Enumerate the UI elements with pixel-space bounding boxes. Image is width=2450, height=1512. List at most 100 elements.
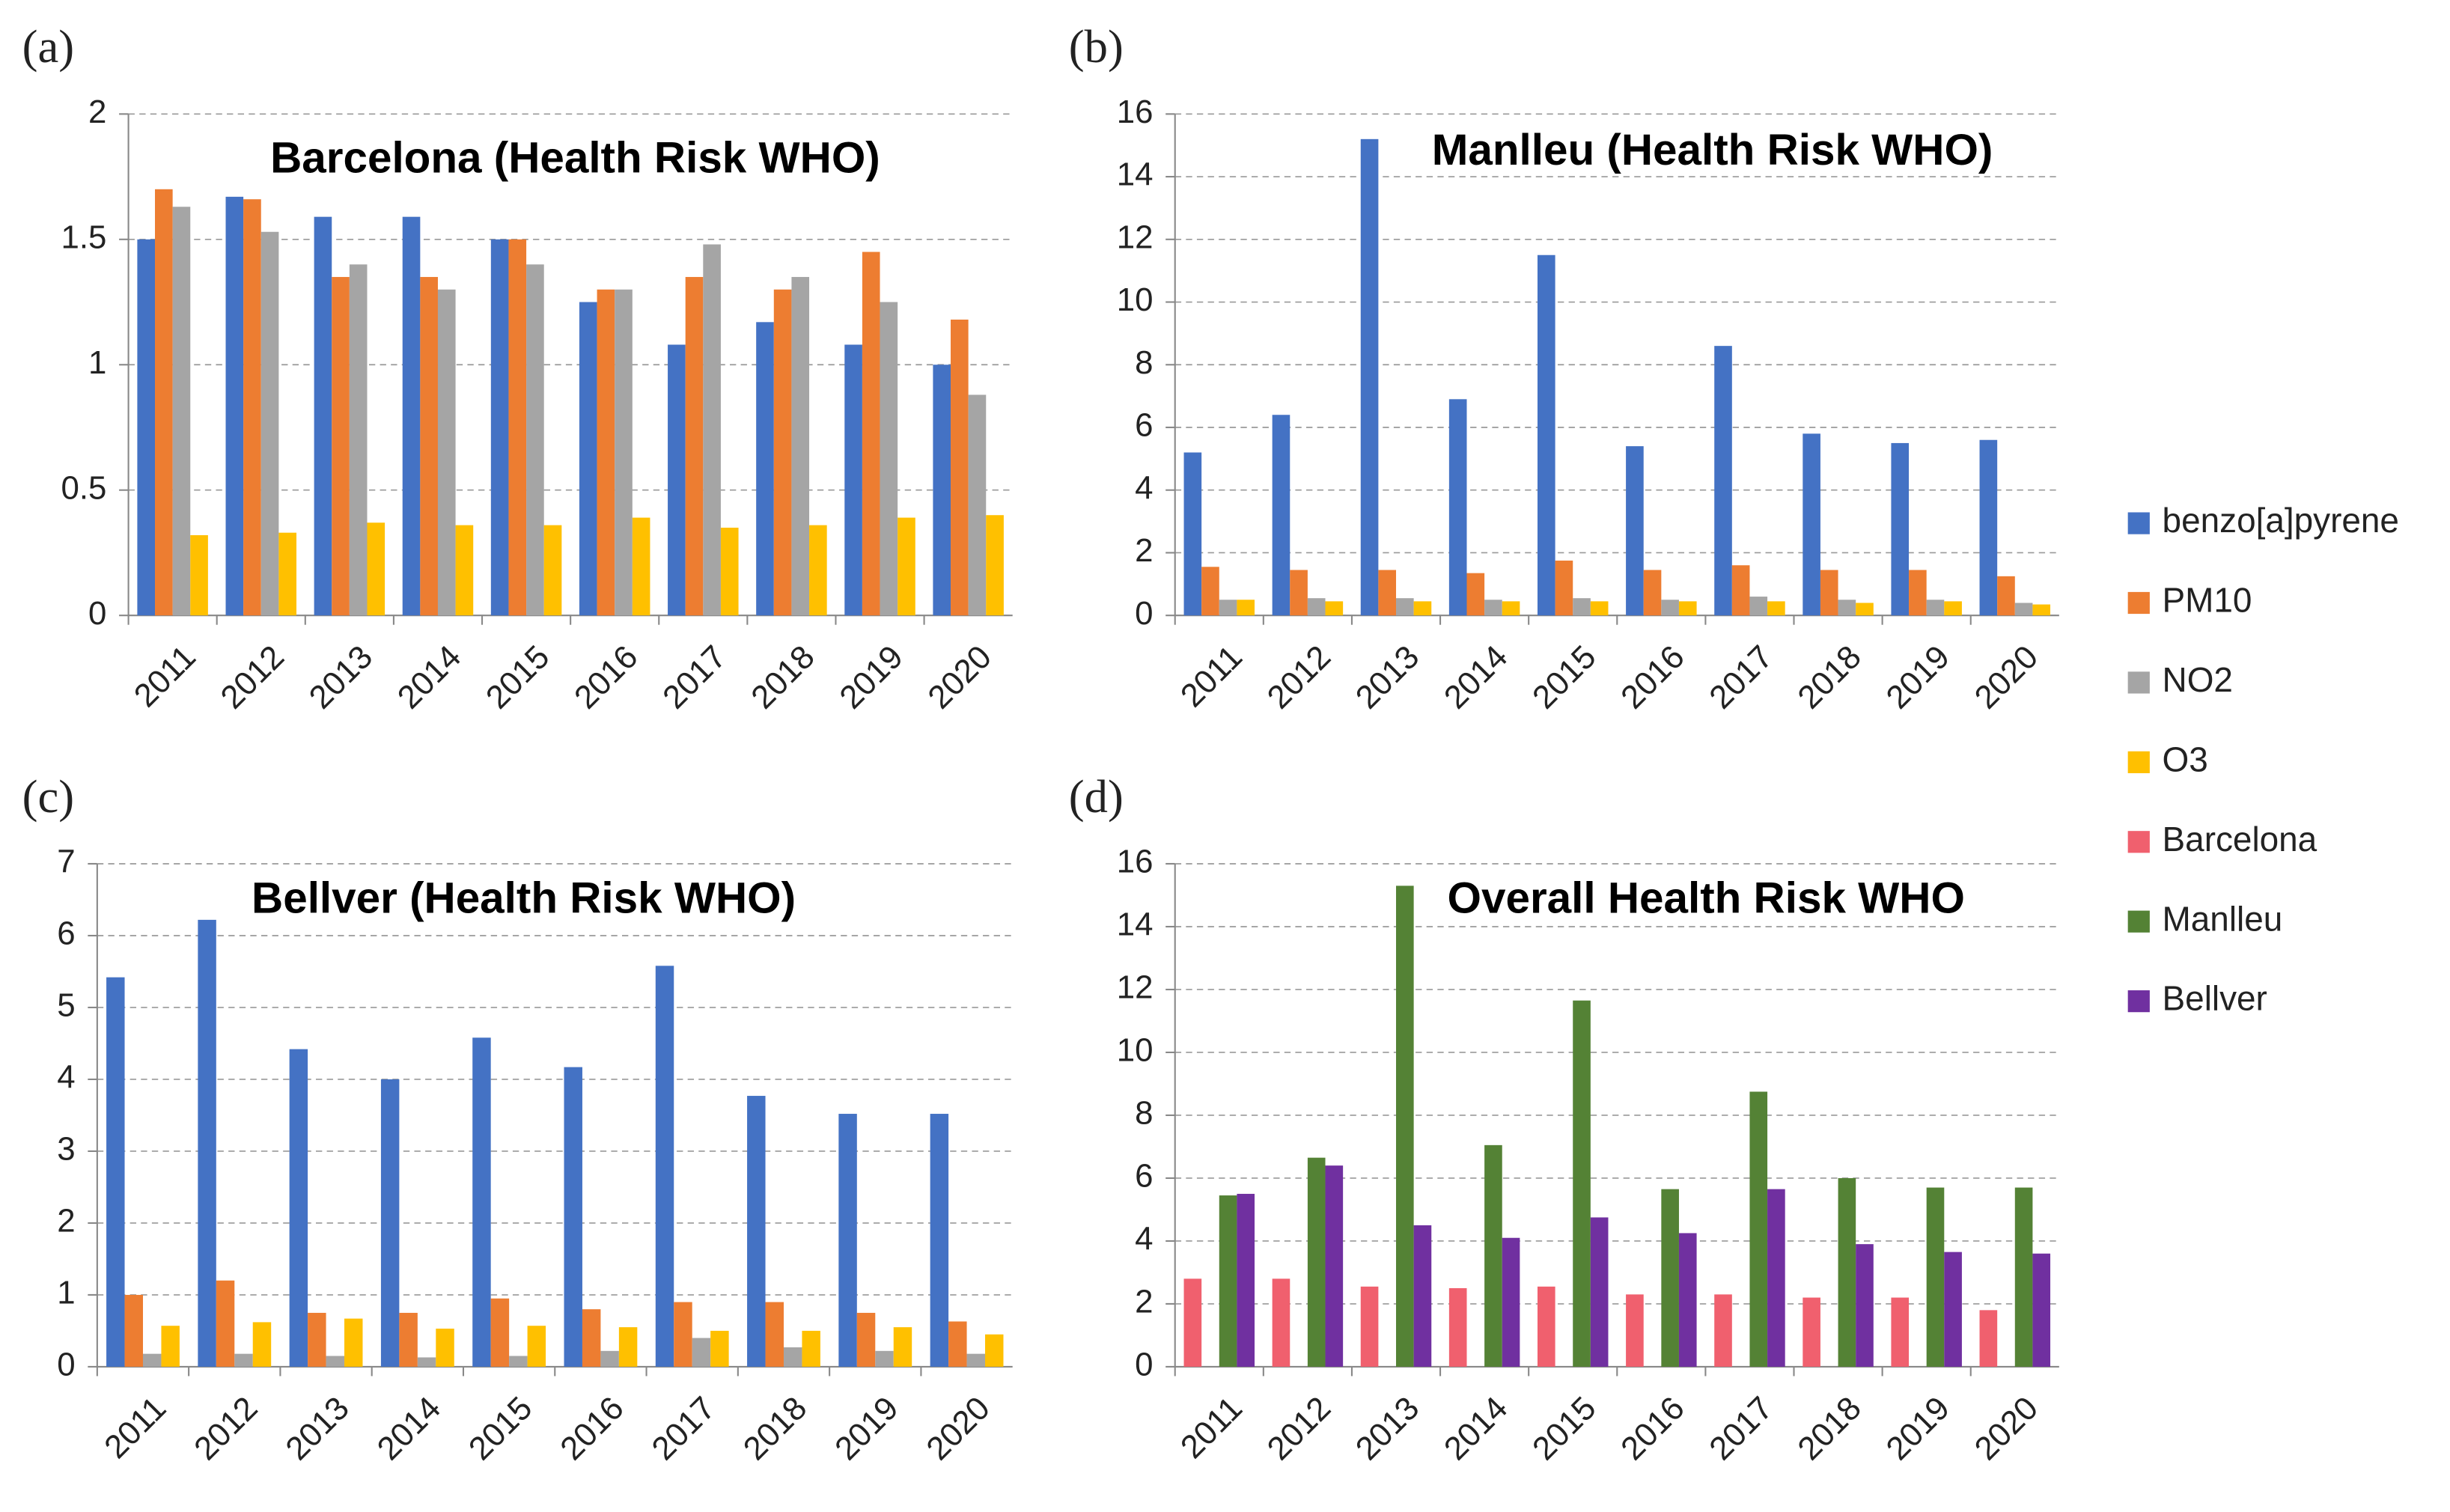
y-tick-label: 16 xyxy=(1117,844,1154,880)
bar xyxy=(1643,570,1662,616)
bar xyxy=(1626,1294,1644,1367)
bar xyxy=(367,522,386,616)
x-tick-label: 2012 xyxy=(213,638,291,716)
bar xyxy=(198,919,216,1367)
bar xyxy=(930,1114,949,1367)
bar xyxy=(314,216,332,616)
bar xyxy=(615,289,633,616)
bar xyxy=(1555,560,1573,616)
bar xyxy=(490,239,509,616)
bar xyxy=(618,1327,638,1367)
panel-label: (c) xyxy=(22,770,74,823)
bar xyxy=(472,1037,491,1367)
x-tick-label: 2019 xyxy=(828,1390,906,1468)
x-tick-label: 2012 xyxy=(1261,638,1338,716)
bar xyxy=(1219,600,1237,616)
bar xyxy=(1820,570,1838,616)
bar xyxy=(986,515,1004,616)
bar xyxy=(1803,433,1820,616)
y-tick-label: 8 xyxy=(1135,1095,1153,1132)
bar xyxy=(597,289,615,616)
bar xyxy=(344,1318,363,1367)
x-tick-label: 2011 xyxy=(127,638,203,714)
x-tick-label: 2020 xyxy=(1968,1390,2046,1468)
bar xyxy=(137,239,156,616)
bar xyxy=(1678,1233,1697,1367)
bar xyxy=(420,277,438,616)
bar xyxy=(674,1302,692,1367)
y-tick-label: 1 xyxy=(57,1275,75,1311)
y-tick-label: 4 xyxy=(57,1059,75,1096)
bar xyxy=(968,394,987,616)
bar xyxy=(436,1329,454,1367)
bar xyxy=(417,1357,436,1367)
bar xyxy=(234,1353,253,1367)
bar xyxy=(216,1280,235,1367)
bar xyxy=(1856,1244,1874,1367)
bar xyxy=(1396,885,1414,1367)
bar xyxy=(1272,1278,1290,1367)
bar xyxy=(966,1353,986,1367)
y-tick-label: 4 xyxy=(1135,1221,1153,1258)
y-tick-label: 3 xyxy=(57,1131,75,1168)
y-tick-label: 5 xyxy=(57,987,75,1024)
bar xyxy=(703,244,721,616)
bar xyxy=(1590,1217,1609,1367)
x-tick-label: 2016 xyxy=(1614,1390,1692,1468)
bar xyxy=(1413,601,1432,616)
chart-title: Overall Health Risk WHO xyxy=(1448,874,1965,923)
bar xyxy=(2032,1253,2051,1367)
bar xyxy=(2014,603,2033,616)
bar xyxy=(809,525,827,616)
bar xyxy=(527,1326,546,1367)
bar xyxy=(1360,1286,1379,1367)
bar xyxy=(880,302,898,616)
bar xyxy=(692,1338,711,1367)
bar xyxy=(106,977,125,1367)
x-tick-label: 2015 xyxy=(1526,638,1603,716)
bar xyxy=(1926,1187,1945,1367)
bar xyxy=(1838,600,1856,616)
bar xyxy=(893,1327,912,1367)
bar xyxy=(773,289,792,616)
bar xyxy=(1979,439,1998,616)
bar xyxy=(1573,1000,1591,1367)
y-tick-label: 1 xyxy=(88,344,106,381)
bar xyxy=(142,1353,162,1367)
bar xyxy=(747,1096,766,1367)
bar xyxy=(1201,567,1219,616)
bar xyxy=(490,1298,510,1367)
x-tick-label: 2012 xyxy=(187,1390,265,1468)
legend-label: Bellver xyxy=(2163,979,2267,1018)
x-tick-label: 2017 xyxy=(656,638,734,716)
x-tick-label: 2019 xyxy=(832,638,910,716)
legend-swatch xyxy=(2127,831,2150,853)
bar xyxy=(600,1350,619,1367)
bar xyxy=(1307,1157,1326,1367)
bar xyxy=(1856,603,1874,616)
bar xyxy=(1183,1278,1202,1367)
y-tick-label: 0 xyxy=(57,1347,75,1383)
bar xyxy=(898,517,915,616)
bar xyxy=(579,302,597,616)
bar xyxy=(326,1356,345,1367)
bar xyxy=(951,319,969,616)
x-tick-label: 2014 xyxy=(1437,638,1515,716)
y-tick-label: 12 xyxy=(1117,219,1154,255)
bar xyxy=(985,1334,1004,1367)
x-tick-label: 2017 xyxy=(1702,638,1780,716)
bar xyxy=(1803,1297,1820,1367)
bar xyxy=(1714,346,1732,616)
y-tick-label: 4 xyxy=(1135,469,1153,506)
bar xyxy=(1714,1294,1732,1367)
bar xyxy=(1891,1297,1910,1367)
bar xyxy=(399,1312,418,1367)
chart-title: Barcelona (Health Risk WHO) xyxy=(270,133,880,182)
legend-swatch xyxy=(2127,910,2150,933)
bar xyxy=(172,207,191,616)
bar xyxy=(1237,600,1255,616)
x-tick-label: 2016 xyxy=(567,638,645,716)
bar xyxy=(1448,399,1467,616)
